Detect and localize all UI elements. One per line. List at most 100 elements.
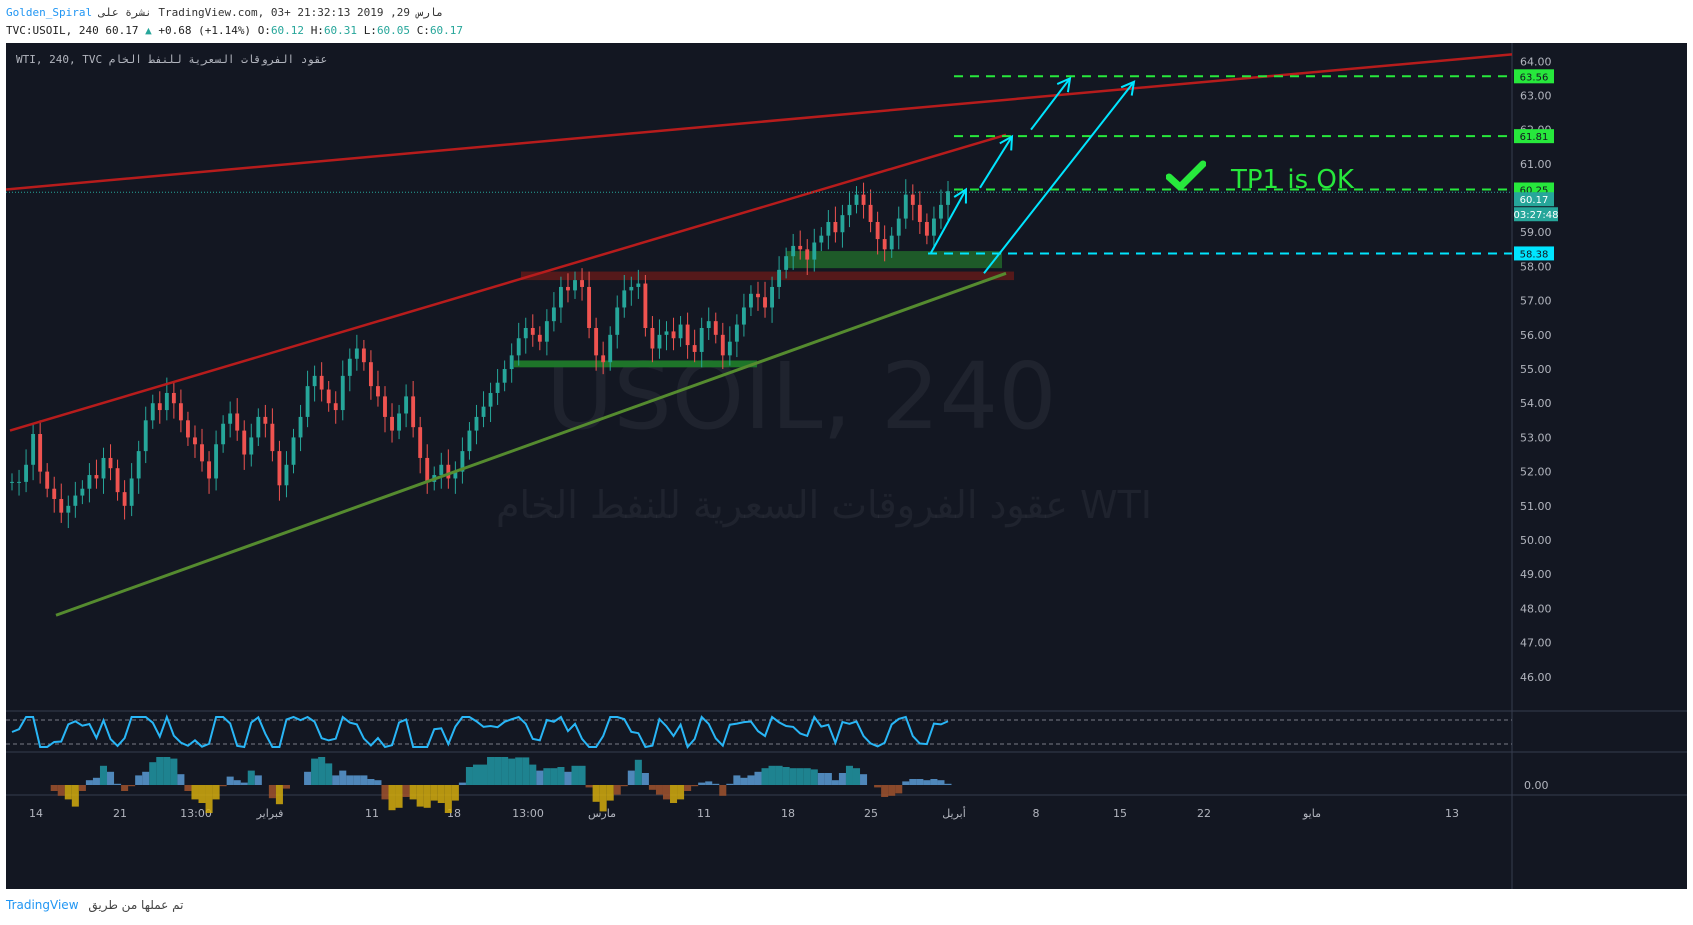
price-label-tag bbox=[1514, 192, 1554, 207]
demand-zone bbox=[786, 251, 1002, 269]
candle-body bbox=[122, 492, 127, 506]
chart-area[interactable]: USOIL, 240 عقود الفروقات السعرية للنفط ا… bbox=[6, 43, 1687, 889]
candle-body bbox=[228, 413, 233, 424]
candle-body bbox=[453, 471, 458, 479]
candle-body bbox=[52, 488, 57, 499]
osc-bar bbox=[254, 775, 262, 785]
osc-bar bbox=[705, 781, 713, 785]
osc-bar bbox=[57, 785, 65, 796]
osc-bar bbox=[128, 785, 136, 787]
candle-body bbox=[397, 413, 402, 431]
candle-body bbox=[678, 324, 683, 339]
price-label-text: 58.38 bbox=[1520, 249, 1549, 260]
y-tick-label: 55.00 bbox=[1520, 363, 1552, 376]
candle-body bbox=[573, 280, 577, 291]
candle-body bbox=[249, 437, 254, 455]
x-tick-label: 21 bbox=[113, 807, 127, 820]
candle-body bbox=[917, 204, 922, 222]
candle-body bbox=[629, 286, 634, 291]
candle-body bbox=[347, 358, 352, 376]
candle-body bbox=[136, 451, 141, 479]
osc-bar bbox=[50, 785, 58, 791]
osc-bar bbox=[937, 780, 945, 785]
candle-body bbox=[129, 478, 134, 506]
price-label-text: 61.81 bbox=[1520, 132, 1549, 143]
candle-body bbox=[481, 406, 486, 417]
price-label-tag bbox=[1514, 69, 1554, 84]
osc-bar bbox=[543, 768, 551, 785]
osc-bar bbox=[501, 757, 509, 785]
price-label-tag bbox=[1514, 129, 1554, 144]
x-tick-label: 15 bbox=[1113, 807, 1127, 820]
x-tick-label: 18 bbox=[781, 807, 795, 820]
candle-body bbox=[270, 423, 275, 452]
candle-body bbox=[186, 420, 190, 438]
candle-body bbox=[439, 464, 444, 476]
osc-bar bbox=[149, 762, 157, 785]
candle-body bbox=[319, 375, 324, 390]
candle-body bbox=[143, 420, 148, 452]
osc-bar bbox=[677, 785, 685, 800]
checkmark-icon bbox=[1166, 160, 1206, 191]
candle-body bbox=[896, 218, 901, 236]
osc-bar bbox=[761, 768, 769, 785]
osc-bar bbox=[346, 775, 354, 785]
osc-bar bbox=[684, 785, 692, 791]
candle-body bbox=[235, 413, 240, 431]
candle-body bbox=[805, 249, 810, 260]
candle-body bbox=[580, 280, 584, 287]
osc-bar bbox=[353, 775, 361, 785]
x-tick-label: 11 bbox=[365, 807, 379, 820]
y-tick-label: 53.00 bbox=[1520, 431, 1552, 444]
osc-bar bbox=[205, 785, 213, 813]
osc-bar bbox=[895, 785, 903, 794]
candle-body bbox=[418, 427, 423, 458]
tradingview-logo[interactable]: TradingView bbox=[6, 898, 79, 912]
candle-body bbox=[939, 204, 943, 219]
osc-bar bbox=[592, 785, 600, 802]
tp1-annotation[interactable]: TP1 is OK bbox=[1231, 165, 1354, 195]
candle-body bbox=[256, 416, 261, 438]
osc-bar bbox=[641, 773, 649, 785]
candle-body bbox=[495, 382, 500, 393]
candle-body bbox=[516, 338, 521, 356]
osc-bar bbox=[465, 767, 473, 785]
rising-support-trendline bbox=[55, 271, 1007, 617]
candle-body bbox=[734, 324, 739, 342]
candle-body bbox=[868, 204, 873, 222]
osc-bar bbox=[698, 782, 706, 785]
osc-bar bbox=[599, 785, 607, 812]
y-tick-label: 51.00 bbox=[1520, 500, 1552, 513]
candle-body bbox=[404, 396, 409, 414]
osc-bar bbox=[529, 764, 537, 785]
y-tick-label: 58.00 bbox=[1520, 260, 1552, 273]
osc-bar bbox=[613, 785, 621, 795]
osc-bar bbox=[85, 780, 93, 785]
author-name[interactable]: Golden_Spiral bbox=[6, 6, 93, 19]
candle-body bbox=[200, 444, 204, 462]
price-chart-svg[interactable]: 64.0063.0062.0061.0060.0059.0058.0057.00… bbox=[6, 43, 1687, 889]
osc-bar bbox=[782, 767, 790, 785]
candle-body bbox=[108, 457, 113, 469]
osc-bar bbox=[655, 785, 663, 795]
osc-bar bbox=[852, 768, 861, 785]
candle-body bbox=[833, 221, 838, 233]
candle-body bbox=[214, 444, 219, 479]
candle-body bbox=[45, 471, 50, 489]
high-label: H: bbox=[310, 24, 324, 37]
osc-bar bbox=[332, 775, 340, 785]
symbol-description-watermark: عقود الفروقات السعرية للنفط الخام WTI bbox=[496, 483, 1153, 527]
candle-body bbox=[376, 386, 380, 397]
candle-body bbox=[847, 204, 852, 216]
candle-body bbox=[756, 293, 760, 298]
osc-bar bbox=[824, 773, 832, 785]
x-tick-label: فبراير bbox=[256, 807, 284, 820]
candle-body bbox=[924, 221, 929, 236]
candle-body bbox=[150, 403, 155, 421]
made-with-label: تم عملها من طريق bbox=[88, 898, 184, 912]
high-value: 60.31 bbox=[323, 24, 358, 37]
osc-bar bbox=[487, 757, 495, 785]
osc-bar bbox=[430, 785, 438, 801]
y-tick-label: 47.00 bbox=[1520, 637, 1552, 650]
osc-bar bbox=[472, 764, 480, 785]
